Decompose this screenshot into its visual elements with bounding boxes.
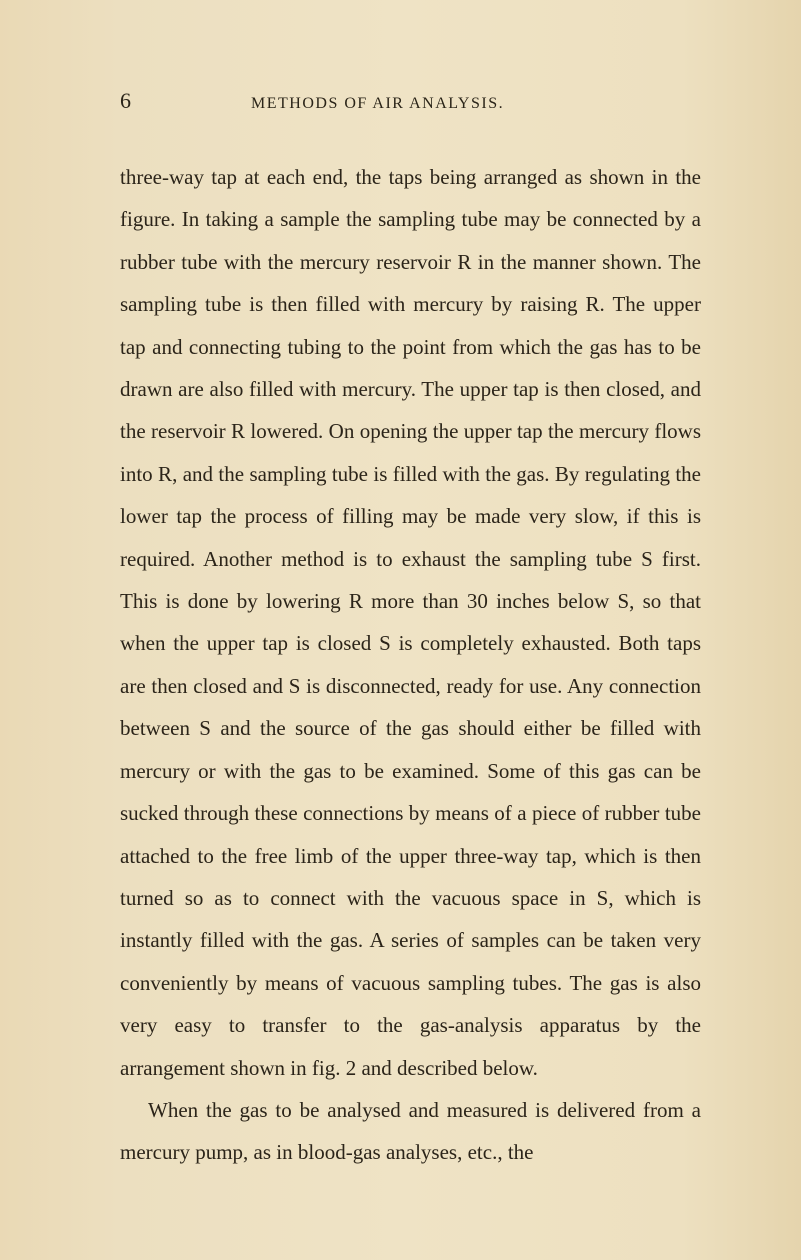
body-text: three-way tap at each end, the taps bein… (120, 156, 701, 1174)
paragraph-2: When the gas to be analysed and measured… (120, 1089, 701, 1174)
book-page: 6 METHODS OF AIR ANALYSIS. three-way tap… (0, 0, 801, 1260)
chapter-title: METHODS OF AIR ANALYSIS. (251, 95, 504, 113)
paragraph-1: three-way tap at each end, the taps bein… (120, 156, 701, 1089)
page-number: 6 (120, 88, 131, 114)
page-header: 6 METHODS OF AIR ANALYSIS. (120, 88, 701, 114)
